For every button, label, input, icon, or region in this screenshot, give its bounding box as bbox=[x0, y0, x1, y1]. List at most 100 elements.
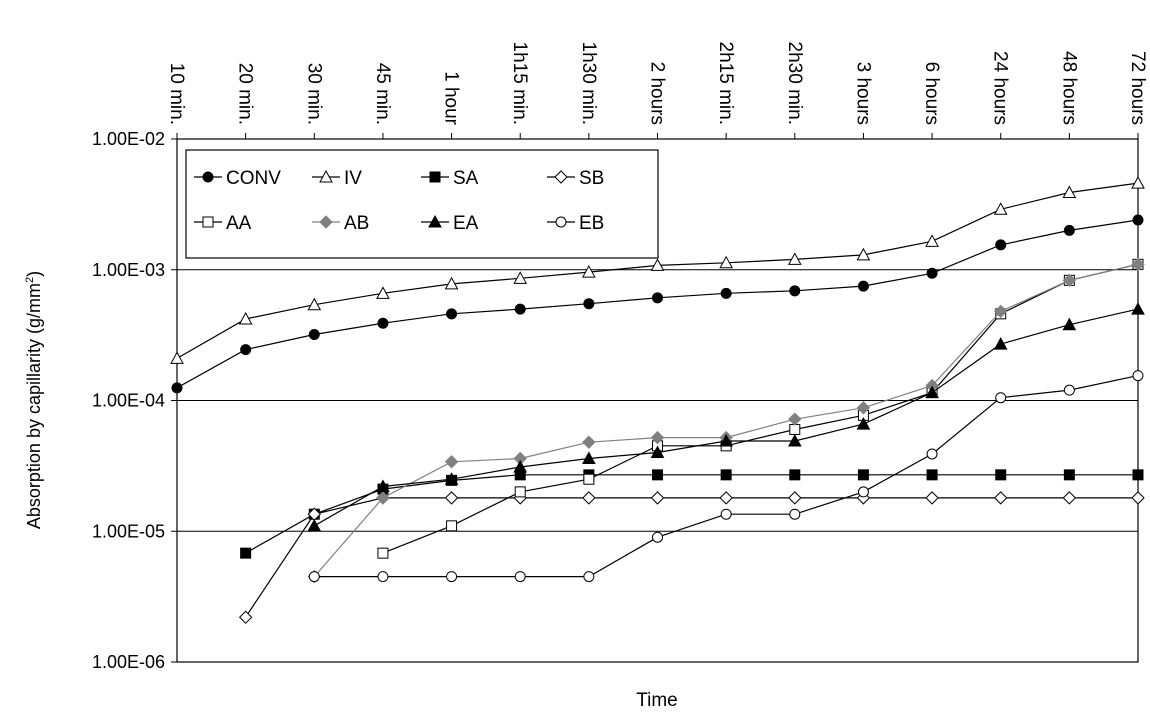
data-point-ea bbox=[856, 417, 871, 430]
data-point-eb bbox=[857, 486, 869, 498]
data-point-conv bbox=[720, 287, 732, 299]
x-tick-label: 24 hours bbox=[990, 51, 1011, 125]
data-point-sa bbox=[720, 469, 732, 481]
legend-label: AB bbox=[344, 213, 369, 234]
legend-item-ab: AB bbox=[312, 213, 369, 234]
x-tick-label: 2h30 min. bbox=[784, 42, 805, 125]
data-point-ab bbox=[856, 401, 871, 415]
data-point-conv bbox=[514, 303, 526, 315]
data-point-iv bbox=[1062, 185, 1077, 198]
series-ea bbox=[307, 302, 1145, 532]
x-tick-label: 72 hours bbox=[1127, 51, 1148, 125]
data-point-aa bbox=[789, 424, 801, 436]
legend-label: EA bbox=[453, 213, 479, 234]
data-point-iv bbox=[993, 202, 1008, 215]
data-point-conv bbox=[995, 239, 1007, 251]
data-point-sa bbox=[995, 469, 1007, 481]
y-tick-label: 1.00E-03 bbox=[92, 260, 165, 280]
data-point-ab bbox=[582, 435, 596, 449]
x-tick-label: 30 min. bbox=[303, 63, 324, 125]
data-point-iv bbox=[1131, 176, 1145, 189]
x-axis-title: Time bbox=[636, 690, 678, 711]
data-point-aa bbox=[583, 473, 595, 485]
series-iv bbox=[170, 176, 1145, 364]
x-tick-label: 1h15 min. bbox=[509, 42, 530, 125]
data-point-aa bbox=[446, 520, 458, 532]
data-point-ea bbox=[993, 337, 1008, 350]
data-point-eb bbox=[995, 392, 1007, 404]
legend-label: CONV bbox=[226, 168, 281, 189]
data-point-iv bbox=[719, 255, 733, 269]
data-point-conv bbox=[926, 267, 938, 279]
y-tick-label: 1.00E-06 bbox=[92, 652, 165, 672]
series-sb bbox=[238, 491, 1145, 624]
y-axis-title-close: ) bbox=[24, 271, 44, 277]
data-point-iv bbox=[650, 258, 665, 271]
y-axis-title-text: Absorption by capillarity (g/mm bbox=[24, 283, 44, 529]
data-point-sb bbox=[1131, 491, 1145, 505]
data-point-ab bbox=[444, 455, 459, 469]
data-point-conv bbox=[789, 285, 801, 297]
data-point-eb bbox=[1063, 384, 1075, 396]
data-point-eb bbox=[1132, 370, 1144, 382]
data-point-ea bbox=[444, 472, 459, 485]
data-point-sb bbox=[994, 491, 1008, 505]
data-point-ea bbox=[376, 479, 390, 492]
y-tick-label: 1.00E-04 bbox=[92, 391, 165, 411]
data-point-ea bbox=[307, 518, 322, 532]
y-axis-title: Absorption by capillarity (g/mm2) bbox=[24, 271, 44, 529]
data-point-ea bbox=[925, 385, 939, 399]
legend-label: EB bbox=[579, 213, 604, 234]
legend-item-conv: CONV bbox=[194, 168, 281, 189]
data-point-ea bbox=[650, 445, 665, 459]
data-point-iv bbox=[238, 311, 253, 325]
x-tick-label: 10 min. bbox=[166, 63, 187, 125]
legend-marker bbox=[429, 171, 441, 183]
data-point-iv bbox=[582, 265, 596, 278]
series-line-ab bbox=[313, 263, 1139, 577]
x-tick-label: 1 hour bbox=[441, 71, 462, 126]
data-point-eb bbox=[446, 571, 458, 583]
data-point-conv bbox=[1063, 224, 1075, 236]
series-conv bbox=[171, 214, 1144, 394]
legend-item-sb: SB bbox=[547, 168, 604, 189]
legend-box bbox=[185, 149, 659, 259]
y-tick-label: 1.00E-02 bbox=[92, 129, 165, 149]
y-axis-title-superscript: 2 bbox=[24, 277, 36, 283]
data-point-eb bbox=[720, 508, 732, 520]
data-point-iv bbox=[925, 234, 939, 247]
data-point-sb bbox=[719, 491, 733, 505]
series-line-sb bbox=[245, 497, 1138, 618]
x-tick-label: 3 hours bbox=[852, 62, 873, 125]
data-point-conv bbox=[583, 298, 595, 310]
data-point-iv bbox=[307, 297, 322, 311]
data-point-eb bbox=[514, 571, 526, 583]
legend-marker bbox=[428, 214, 442, 228]
series-aa bbox=[377, 258, 1144, 559]
data-point-sb bbox=[582, 491, 596, 505]
data-point-ab bbox=[376, 491, 390, 505]
data-point-conv bbox=[1132, 214, 1144, 226]
data-point-ab bbox=[650, 430, 665, 445]
data-point-ea bbox=[1131, 302, 1145, 315]
series-line-aa bbox=[382, 263, 1139, 554]
data-point-conv bbox=[377, 317, 389, 329]
data-point-sb bbox=[1062, 491, 1077, 505]
legend-marker bbox=[319, 215, 333, 229]
data-point-eb bbox=[583, 571, 595, 583]
data-point-eb bbox=[652, 531, 663, 543]
data-point-sa bbox=[789, 469, 801, 481]
data-point-sa bbox=[652, 469, 663, 481]
data-point-aa bbox=[377, 547, 389, 559]
legend-marker bbox=[554, 170, 568, 184]
legend-item-aa: AA bbox=[194, 213, 252, 234]
x-tick-label: 1h30 min. bbox=[578, 42, 599, 125]
series-ab bbox=[307, 257, 1145, 584]
legend-marker bbox=[202, 171, 214, 183]
legend-marker bbox=[319, 169, 333, 183]
data-point-conv bbox=[171, 382, 183, 394]
data-point-ea bbox=[787, 433, 802, 447]
data-point-iv bbox=[513, 271, 528, 284]
data-point-iv bbox=[787, 252, 802, 265]
